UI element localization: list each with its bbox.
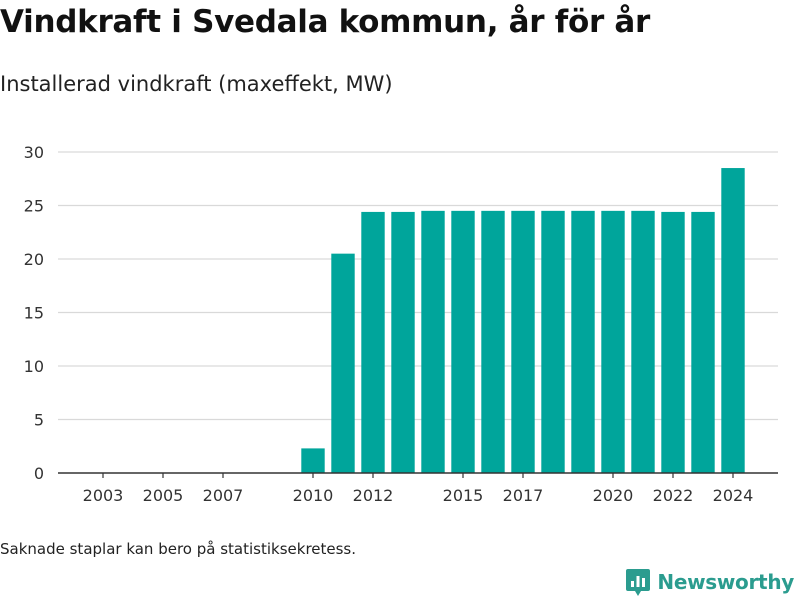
- y-tick-label: 20: [24, 250, 44, 269]
- bars: [301, 168, 745, 474]
- bar-2019: [571, 210, 595, 473]
- y-tick-label: 15: [24, 304, 44, 323]
- x-tick-label: 2022: [653, 486, 694, 505]
- x-tick-label: 2010: [293, 486, 334, 505]
- footnote: Saknade staplar kan bero på statistiksek…: [0, 540, 357, 558]
- bar-2021: [631, 210, 655, 473]
- y-tick-label: 25: [24, 197, 44, 216]
- chart-subtitle: Installerad vindkraft (maxeffekt, MW): [0, 72, 393, 96]
- bar-chart: 0 5 10 15 20 25 30 2003 2005 2007 2010 2012 2015 201…: [24, 143, 778, 505]
- bar-2011: [331, 253, 355, 473]
- gridlines: [58, 151, 778, 421]
- bar-2018: [541, 210, 565, 473]
- y-tick-label: 30: [24, 143, 44, 162]
- y-tick-label: 5: [34, 411, 44, 430]
- x-axis-ticks: 2003 2005 2007 2010 2012 2015 2017 2020 2022 2024: [83, 473, 754, 505]
- brand-logo: Newsworthy: [625, 567, 794, 597]
- bar-2016: [481, 210, 505, 473]
- x-tick-label: 2007: [203, 486, 244, 505]
- y-axis-ticks: 0 5 10 15 20 25 30: [24, 143, 44, 483]
- bar-2024: [721, 168, 745, 474]
- bar-2023: [691, 211, 715, 474]
- newsworthy-logo-icon: [626, 569, 651, 596]
- bar-2017: [511, 210, 535, 473]
- bar-2015: [451, 210, 475, 473]
- x-tick-label: 2020: [593, 486, 634, 505]
- x-tick-label: 2017: [503, 486, 544, 505]
- bar-2013: [391, 211, 415, 474]
- bar-2014: [421, 210, 445, 473]
- y-tick-label: 10: [24, 357, 44, 376]
- x-tick-label: 2003: [83, 486, 124, 505]
- x-tick-label: 2005: [143, 486, 184, 505]
- x-tick-label: 2012: [353, 486, 394, 505]
- chart-title: Vindkraft i Svedala kommun, år för år: [0, 4, 651, 40]
- bar-2020: [601, 210, 625, 473]
- y-tick-label: 0: [34, 464, 44, 483]
- bar-2022: [661, 211, 685, 474]
- bar-2010: [301, 448, 325, 473]
- x-tick-label: 2024: [713, 486, 754, 505]
- bar-2012: [361, 211, 385, 474]
- brand-name: Newsworthy: [657, 570, 794, 594]
- x-tick-label: 2015: [443, 486, 484, 505]
